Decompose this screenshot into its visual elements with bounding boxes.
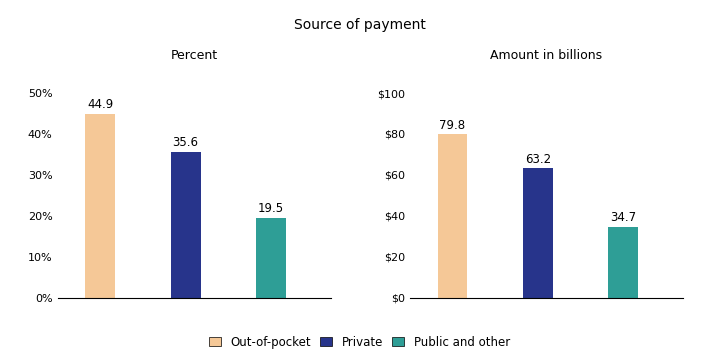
- Bar: [438, 134, 467, 298]
- Text: 35.6: 35.6: [173, 136, 198, 149]
- Title: Amount in billions: Amount in billions: [490, 49, 603, 62]
- Bar: [86, 114, 115, 298]
- Bar: [256, 218, 286, 298]
- Text: 79.8: 79.8: [439, 119, 466, 132]
- Legend: Out-of-pocket, Private, Public and other: Out-of-pocket, Private, Public and other: [204, 331, 515, 354]
- Text: 63.2: 63.2: [525, 153, 551, 166]
- Title: Percent: Percent: [170, 49, 218, 62]
- Bar: [170, 152, 201, 298]
- Text: 19.5: 19.5: [258, 202, 284, 215]
- Text: Source of payment: Source of payment: [293, 18, 426, 32]
- Text: 44.9: 44.9: [87, 98, 114, 111]
- Text: 34.7: 34.7: [610, 211, 636, 224]
- Bar: [523, 168, 553, 298]
- Bar: [608, 227, 638, 298]
